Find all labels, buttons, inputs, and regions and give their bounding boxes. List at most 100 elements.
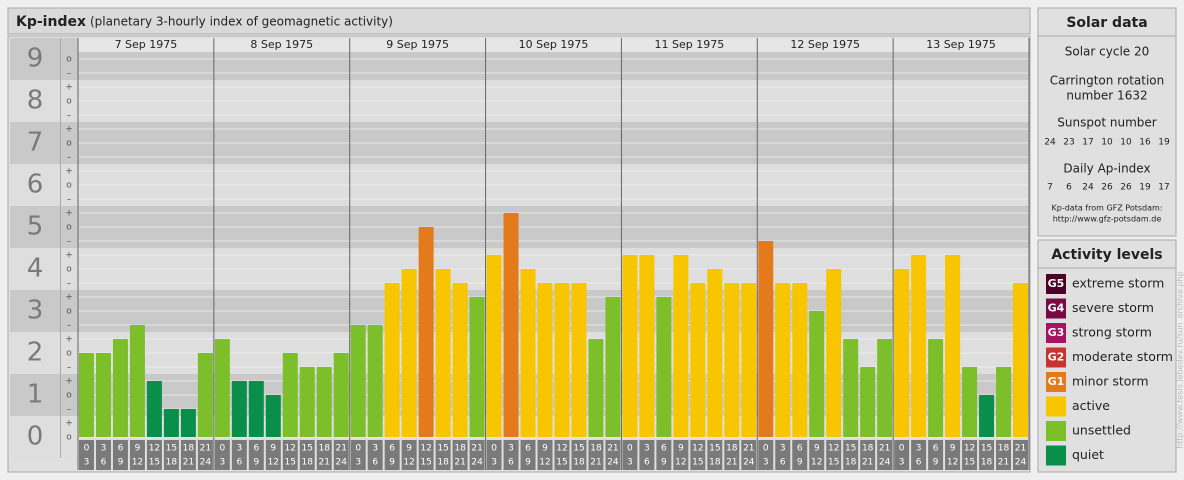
hour-label: 12 [539,458,550,468]
hour-cell [350,440,366,470]
hour-label: 0 [627,444,633,454]
bar [214,339,230,437]
hour-label: 21 [335,444,346,454]
bar [605,297,621,437]
hour-label: 3 [899,458,905,468]
hour-cell [605,440,621,470]
sunspot-value: 10 [1120,138,1132,148]
minor-tick-label: o [66,433,72,443]
bar [962,366,978,437]
ap-value: 6 [1066,183,1072,193]
hour-cell [673,440,689,470]
hour-cell [452,440,468,470]
y-tick-label: 5 [27,212,44,242]
hour-label: 15 [845,444,856,454]
hour-label: 3 [763,458,769,468]
hour-cell [962,440,978,470]
minor-tick-label: – [67,194,72,204]
hour-label: 3 [627,458,633,468]
bar [486,255,502,437]
sunspot-value: 16 [1139,138,1151,148]
bar [520,269,536,437]
level-swatch [1046,298,1066,319]
hour-label: 15 [573,444,584,454]
panel-title: Solar data [1066,15,1147,31]
minor-tick-label: + [65,209,73,219]
minor-tick-label: o [66,307,72,317]
hour-label: 6 [933,444,939,454]
hour-cell [996,440,1012,470]
ap-value: 24 [1082,183,1094,193]
hour-label: 0 [84,444,90,454]
hour-cell [333,440,349,470]
bar [945,255,961,437]
hour-label: 0 [219,444,225,454]
ap-title: Daily Ap-index [1063,162,1150,176]
bar [690,282,706,437]
hour-label: 9 [406,444,412,454]
minor-tick-label: + [65,125,73,135]
hour-label: 6 [780,458,786,468]
hour-cell [809,440,825,470]
y-tick-label: 2 [27,338,44,368]
hour-cell [469,440,485,470]
hour-label: 9 [542,444,548,454]
hour-label: 15 [981,444,992,454]
hour-label: 18 [709,458,721,468]
hour-label: 21 [471,444,482,454]
hour-label: 6 [389,444,395,454]
bar [197,353,213,437]
y-tick-label: 4 [27,254,44,284]
minor-tick-label: o [66,97,72,107]
level-label: unsettled [1072,423,1131,438]
hour-label: 15 [420,458,431,468]
bar [588,339,604,437]
hour-cell [316,440,332,470]
date-strip [78,38,1029,52]
hour-label: 12 [675,458,686,468]
bar [265,395,281,437]
bar [775,282,791,437]
hour-label: 9 [389,458,395,468]
hour-cell [741,440,757,470]
hour-label: 12 [285,444,296,454]
hour-label: 0 [763,444,769,454]
hour-label: 9 [797,458,803,468]
bar [418,227,434,437]
hour-label: 9 [678,444,684,454]
hour-label: 15 [149,458,160,468]
bar [316,366,332,437]
hour-cell [571,440,587,470]
hour-label: 3 [644,444,650,454]
source-url: http://www.gfz-potsdam.de [1053,215,1162,224]
hour-label: 18 [573,458,585,468]
level-label: extreme storm [1072,276,1164,291]
hour-label: 21 [200,444,211,454]
hour-label: 9 [661,458,667,468]
bar [656,297,672,437]
hour-cell [758,440,774,470]
y-tick-label: 1 [27,380,44,410]
hour-label: 6 [508,458,514,468]
hour-label: 18 [998,444,1010,454]
carrington: Carrington rotation [1050,74,1164,88]
level-swatch [1046,347,1066,368]
hour-label: 6 [797,444,803,454]
hour-label: 18 [845,458,857,468]
bar [401,269,417,437]
hour-label: 21 [998,458,1009,468]
hour-label: 9 [270,444,276,454]
sunspot-title: Sunspot number [1057,116,1156,130]
hour-label: 18 [437,458,449,468]
bar [452,282,468,437]
hour-label: 18 [454,444,466,454]
bar [112,339,128,437]
hour-cell [163,440,179,470]
hour-label: 6 [916,458,922,468]
hour-cell [282,440,298,470]
hour-label: 18 [726,444,738,454]
bar [384,282,400,437]
level-label: quiet [1072,447,1104,462]
source: Kp-data from GFZ Potsdam: [1052,204,1163,213]
hour-label: 21 [319,458,330,468]
